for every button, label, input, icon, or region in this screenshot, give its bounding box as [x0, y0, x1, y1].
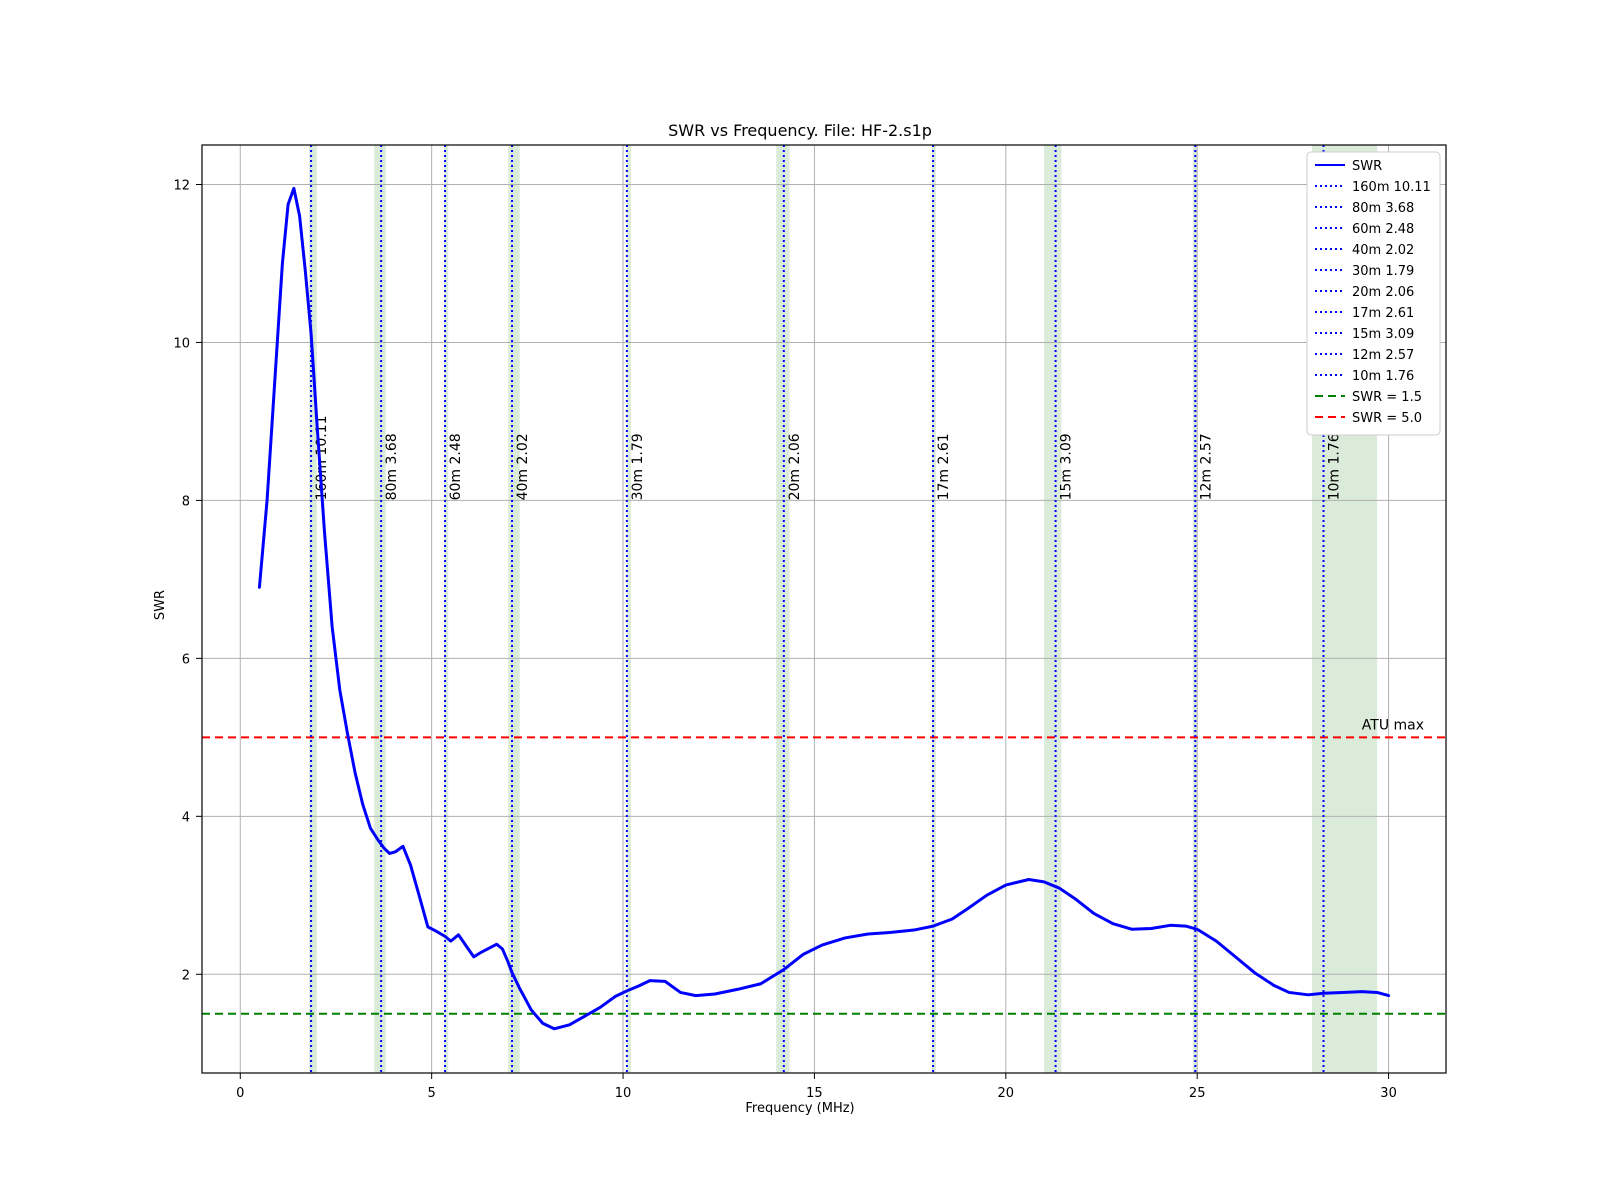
legend-label-3: 60m 2.48 — [1352, 222, 1414, 237]
legend-label-2: 80m 3.68 — [1352, 201, 1414, 216]
legend-label-4: 40m 2.02 — [1352, 243, 1414, 258]
x-tick-label-0: 0 — [236, 1086, 244, 1101]
x-tick-label-3: 15 — [806, 1086, 823, 1101]
plot-background — [202, 145, 1446, 1073]
legend-label-9: 12m 2.57 — [1352, 348, 1414, 363]
y-tick-label-0: 2 — [182, 968, 190, 983]
band-marker-label-2: 60m 2.48 — [448, 433, 464, 500]
band-shade-3 — [508, 145, 520, 1073]
band-shade-1 — [374, 145, 386, 1073]
y-tick-label-3: 8 — [182, 494, 190, 509]
band-shade-8 — [1192, 145, 1197, 1073]
band-marker-label-7: 15m 3.09 — [1059, 433, 1075, 500]
band-marker-label-8: 12m 2.57 — [1198, 433, 1214, 500]
legend-label-12: SWR = 5.0 — [1352, 411, 1422, 426]
band-shade-7 — [1044, 145, 1062, 1073]
legend-box — [1306, 151, 1441, 436]
chart-title: SWR vs Frequency. File: HF-2.s1p — [668, 121, 932, 140]
atu-max-annotation: ATU max — [1362, 717, 1424, 733]
band-shade-2 — [444, 145, 449, 1073]
band-marker-label-4: 30m 1.79 — [630, 433, 646, 500]
legend-label-0: SWR — [1352, 159, 1382, 174]
band-marker-label-1: 80m 3.68 — [384, 433, 400, 500]
legend-label-1: 160m 10.11 — [1352, 180, 1431, 195]
legend-label-10: 10m 1.76 — [1352, 369, 1414, 384]
legend: SWR 160m 10.11 80m 3.68 60m 2.48 40m 2.02… — [1306, 151, 1441, 436]
y-tick-label-2: 6 — [182, 652, 190, 667]
legend-label-7: 17m 2.61 — [1352, 306, 1414, 321]
x-tick-label-4: 20 — [998, 1086, 1015, 1101]
band-marker-label-5: 20m 2.06 — [787, 433, 803, 500]
plot-border — [201, 144, 1447, 1074]
x-tick-label-6: 30 — [1380, 1086, 1397, 1101]
band-marker-label-3: 40m 2.02 — [515, 433, 531, 500]
band-shade-0 — [309, 145, 317, 1073]
y-tick-label-1: 4 — [182, 810, 190, 825]
x-tick-label-5: 25 — [1189, 1086, 1206, 1101]
y-tick-label-5: 12 — [173, 178, 190, 193]
band-shade-6 — [931, 145, 936, 1073]
y-tick-label-4: 10 — [173, 336, 190, 351]
x-tick-label-1: 5 — [428, 1086, 436, 1101]
legend-label-8: 15m 3.09 — [1352, 327, 1414, 342]
legend-label-6: 20m 2.06 — [1352, 285, 1414, 300]
legend-label-11: SWR = 1.5 — [1352, 390, 1422, 405]
band-shade-4 — [626, 145, 631, 1073]
swr-series-line — [257, 186, 1391, 1031]
band-marker-label-6: 17m 2.61 — [936, 433, 952, 500]
band-marker-label-9: 10m 1.76 — [1327, 433, 1343, 500]
x-tick-label-2: 10 — [615, 1086, 632, 1101]
y-axis-label: SWR — [153, 590, 168, 620]
band-shade-5 — [776, 145, 790, 1073]
x-axis-label: Frequency (MHz) — [745, 1101, 854, 1116]
legend-label-5: 30m 1.79 — [1352, 264, 1414, 279]
plot-area: 160m 10.11 80m 3.68 60m 2.48 40m 2.02 30… — [173, 144, 1447, 1101]
